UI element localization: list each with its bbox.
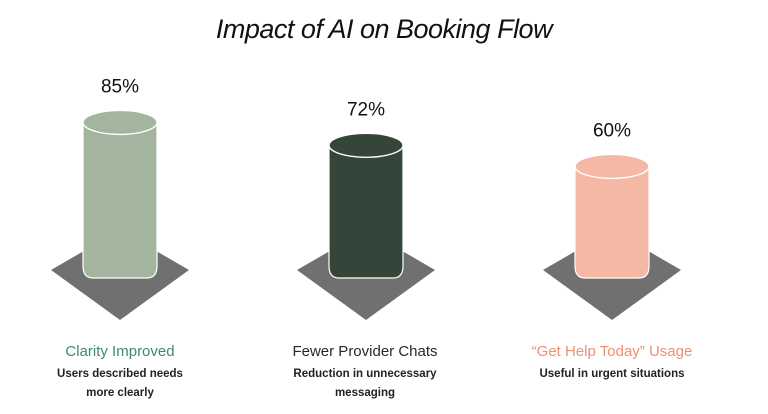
category-description-provider-chats: Reduction in unnecessary messaging	[250, 365, 480, 403]
category-caption-3: “Get Help Today” Usage Useful in urgent …	[497, 343, 727, 384]
data-label: 72%	[347, 99, 385, 120]
bar	[328, 144, 404, 279]
bar-top	[574, 153, 650, 180]
category-caption-1: Clarity Improved Users described needs m…	[5, 343, 235, 403]
bar-top	[82, 109, 158, 136]
description-line: messaging	[334, 387, 396, 399]
category-description-clarity: Users described needs more clearly	[5, 365, 235, 403]
category-title-clarity: Clarity Improved	[65, 343, 175, 360]
bar-top	[328, 132, 404, 158]
description-line: Useful in urgent situations	[539, 368, 685, 380]
data-label: 85%	[101, 76, 139, 97]
description-line: Reduction in unnecessary	[293, 368, 437, 380]
data-label: 60%	[593, 120, 631, 141]
bar	[574, 165, 650, 279]
bar	[82, 121, 158, 279]
description-line: Users described needs	[57, 368, 183, 380]
category-title-get-help-today: “Get Help Today” Usage	[531, 343, 693, 360]
category-title-provider-chats: Fewer Provider Chats	[292, 343, 438, 360]
description-line: more clearly	[86, 387, 154, 399]
category-caption-2: Fewer Provider Chats Reduction in unnece…	[250, 343, 480, 403]
chart-title: Impact of AI on Booking Flow	[215, 14, 553, 44]
category-description-get-help-today: Useful in urgent situations	[497, 365, 727, 384]
